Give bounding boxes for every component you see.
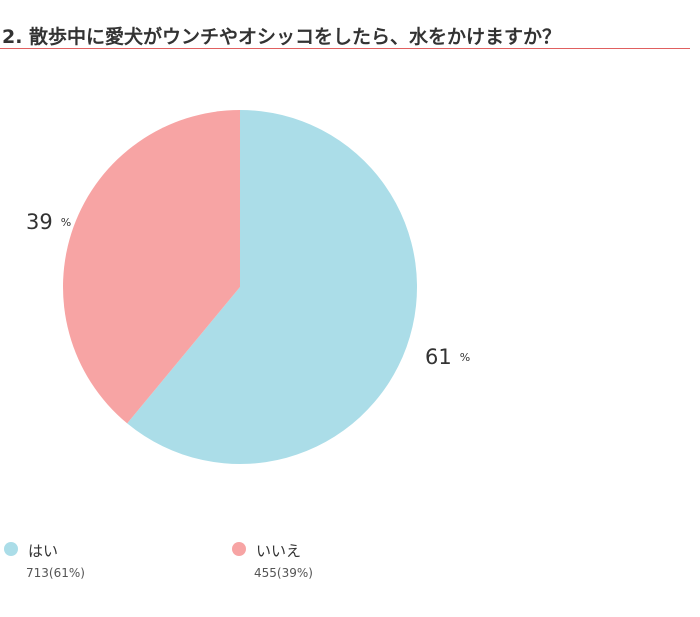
pie-slice-yes bbox=[127, 110, 418, 464]
legend-count-no: 455(39%) bbox=[254, 566, 313, 580]
pie-chart: 61 % 39% bbox=[26, 110, 470, 464]
legend-label-yes: はい bbox=[28, 542, 59, 560]
pie-slice-no bbox=[63, 110, 240, 424]
pie-label-yes: 61% bbox=[425, 345, 470, 369]
chart-title: 2. 散歩中に愛犬がウンチやオシッコをしたら、水をかけますか？ bbox=[2, 26, 562, 48]
legend-label-no: いいえ bbox=[256, 542, 302, 560]
legend-swatch-no bbox=[232, 542, 246, 556]
pie-label-no: 39% bbox=[26, 210, 71, 234]
legend-swatch-yes bbox=[4, 542, 18, 556]
title-underline bbox=[0, 48, 690, 49]
legend-count-yes: 713(61%) bbox=[26, 566, 85, 580]
